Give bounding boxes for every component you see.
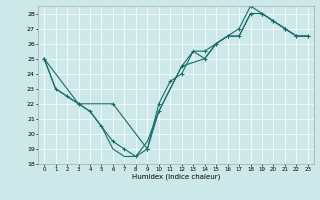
X-axis label: Humidex (Indice chaleur): Humidex (Indice chaleur) [132, 174, 220, 180]
